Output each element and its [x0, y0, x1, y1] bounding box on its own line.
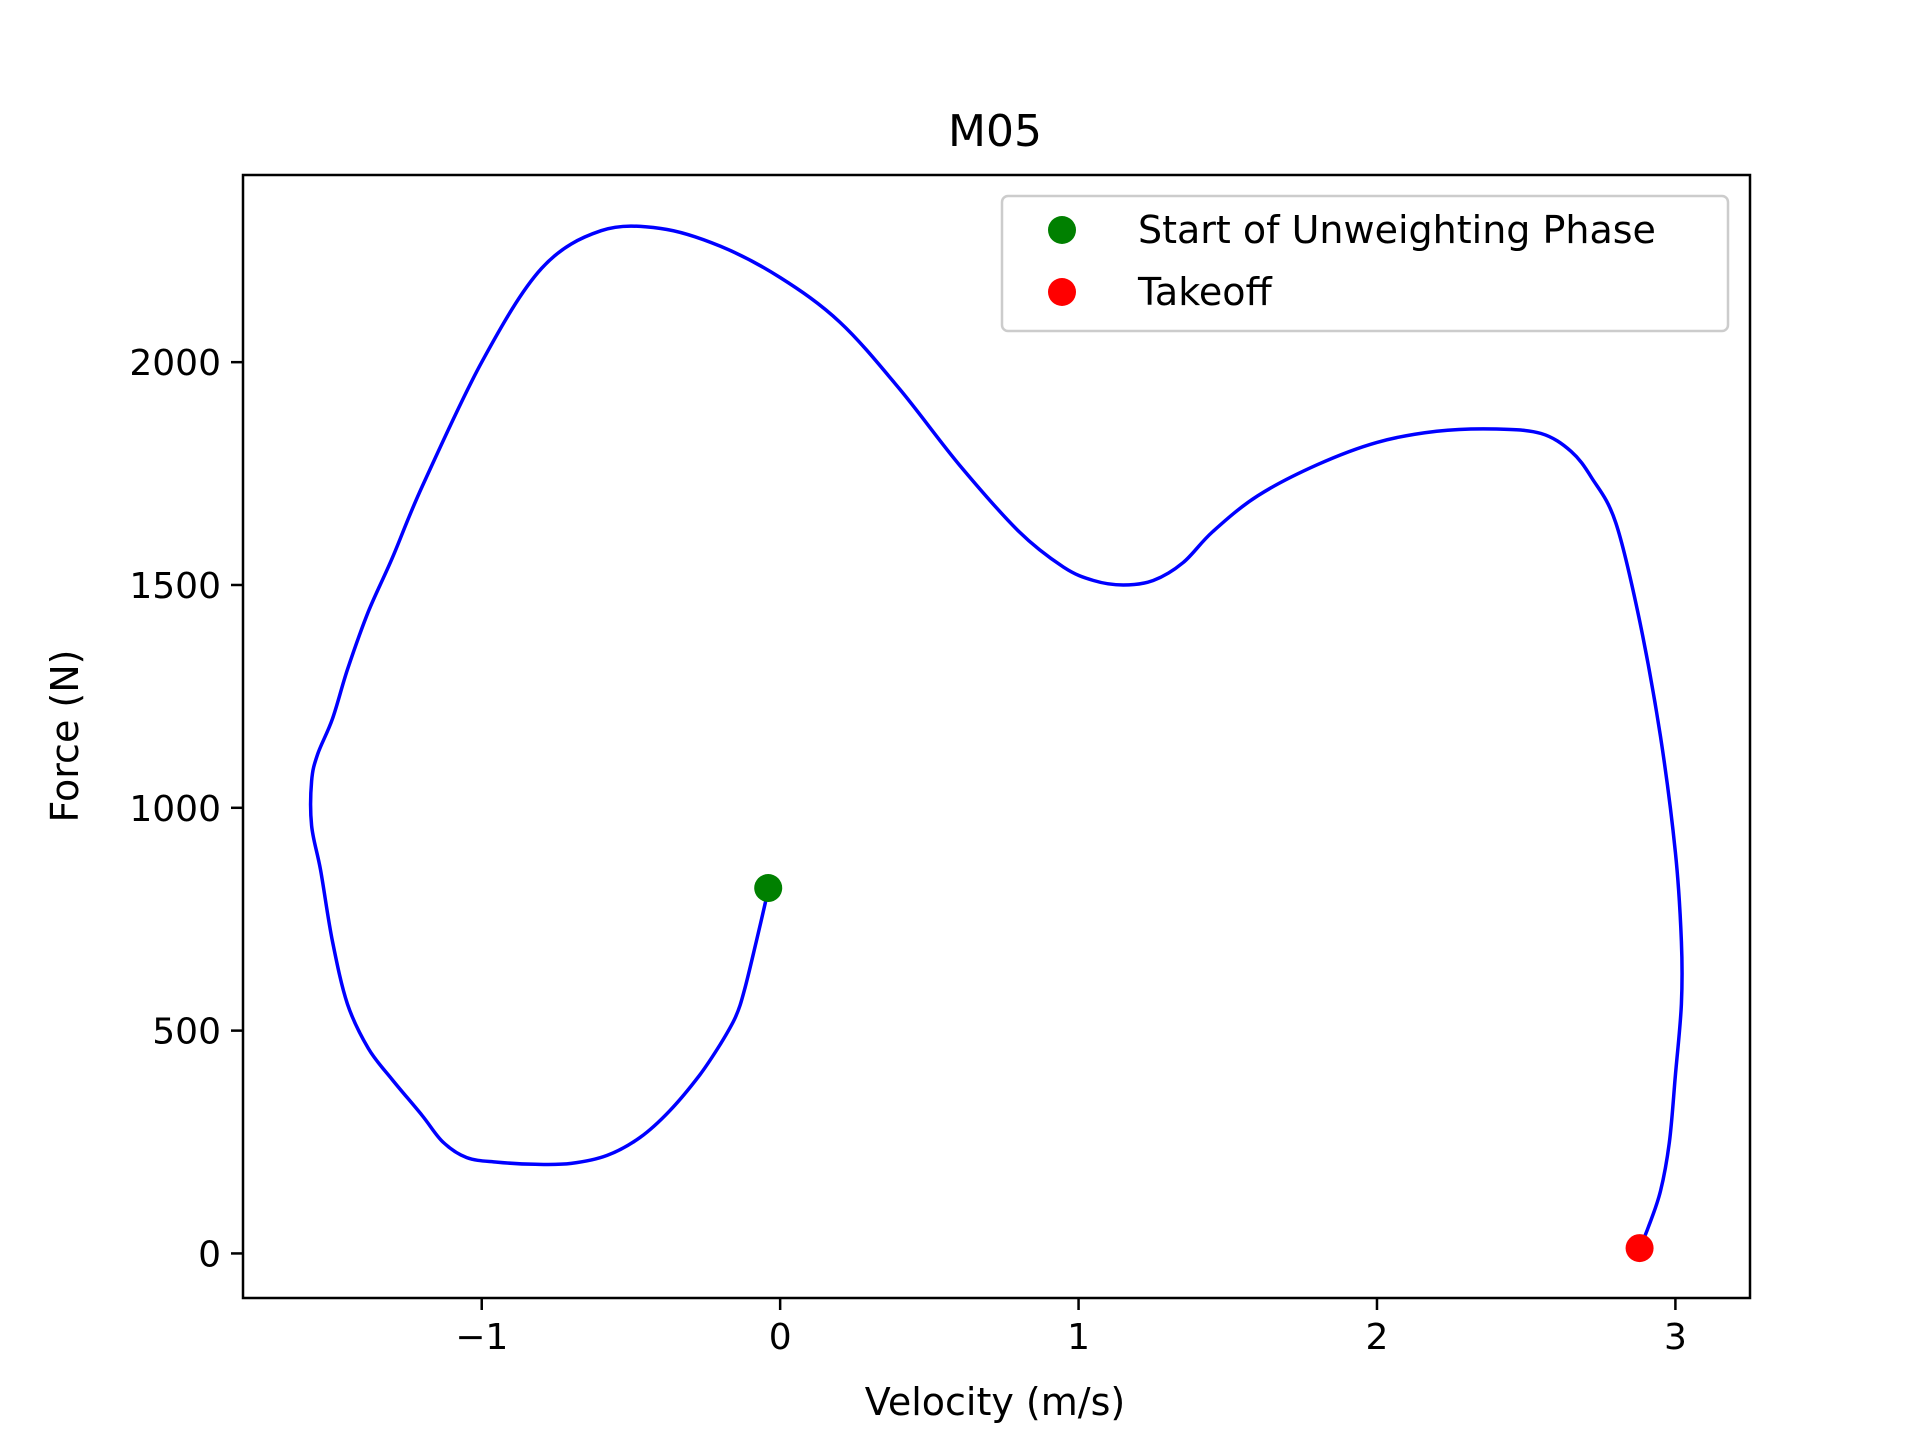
- x-tick-label: 3: [1664, 1317, 1687, 1358]
- chart-title: M05: [948, 106, 1042, 157]
- x-tick-label: 2: [1366, 1317, 1389, 1358]
- plot-frame: [241, 173, 1752, 1300]
- start-unweighting-point: [754, 874, 783, 903]
- legend-box: [1000, 194, 1730, 333]
- takeoff-point: [1625, 1234, 1654, 1263]
- series-line-0: [308, 224, 1684, 1250]
- legend-marker-start: [1048, 216, 1076, 244]
- y-tick-label: 500: [152, 1012, 221, 1053]
- x-axis-label: Velocity (m/s): [865, 1380, 1125, 1424]
- y-tick-label: 0: [198, 1234, 221, 1275]
- x-tick-label: −1: [455, 1317, 508, 1358]
- y-axis: 0 500 1000 1500 2000: [129, 343, 243, 1275]
- legend: Start of Unweighting Phase Takeoff: [1000, 194, 1730, 333]
- legend-label-takeoff: Takeoff: [1137, 270, 1272, 314]
- legend-label-start: Start of Unweighting Phase: [1138, 208, 1656, 252]
- y-axis-label: Force (N): [43, 650, 87, 823]
- y-tick-label: 1500: [129, 566, 221, 607]
- x-tick-label: 1: [1067, 1317, 1090, 1358]
- x-axis: −1 0 1 2 3: [455, 1298, 1687, 1358]
- y-tick-label: 2000: [129, 343, 221, 384]
- x-tick-label: 0: [769, 1317, 792, 1358]
- y-tick-label: 1000: [129, 789, 221, 830]
- legend-marker-takeoff: [1048, 278, 1076, 306]
- plot-area: [308, 224, 1684, 1263]
